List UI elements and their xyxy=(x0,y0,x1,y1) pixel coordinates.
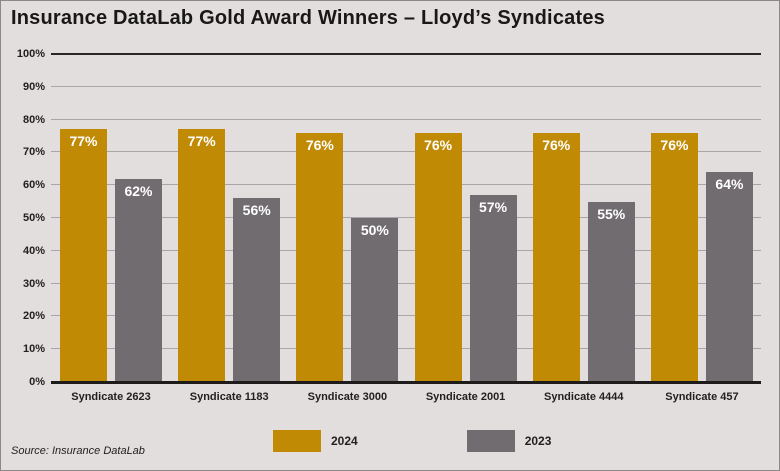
gridline xyxy=(51,151,761,153)
x-axis-label: Syndicate 1183 xyxy=(189,391,269,403)
bar-value-label: 56% xyxy=(242,202,271,219)
y-tick-label: 0% xyxy=(29,376,45,388)
gridline xyxy=(51,348,761,350)
y-tick-label: 70% xyxy=(22,146,45,159)
bar-2024: 77% xyxy=(178,129,226,382)
bar-2024: 76% xyxy=(296,132,344,382)
y-tick-label: 90% xyxy=(22,80,45,93)
plot-area: 77% 62% Syndicate 2623 77% 56% Syndicate 1183… xyxy=(51,53,761,403)
bar-value-label: 57% xyxy=(479,199,508,216)
bar-group-syndicate-4444: 76% 55% Syndicate 4444 xyxy=(532,54,635,403)
legend-item-2024: 2024 xyxy=(273,430,358,452)
bar-2023: 62% xyxy=(115,178,162,382)
x-axis-label: Syndicate 2623 xyxy=(71,391,151,403)
gridline xyxy=(51,282,761,284)
bar-2024: 76% xyxy=(532,132,580,382)
gridline xyxy=(51,184,761,186)
bar-2024: 76% xyxy=(650,132,698,382)
legend-swatch-2024 xyxy=(273,430,321,452)
bar-2023: 50% xyxy=(351,218,399,382)
bar-value-label: 50% xyxy=(360,222,389,238)
legend-item-2023: 2023 xyxy=(466,430,552,452)
bar-value-label: 77% xyxy=(69,133,98,150)
legend-label: 2023 xyxy=(524,434,552,448)
y-tick-label: 60% xyxy=(22,179,45,192)
gridline xyxy=(51,315,761,317)
bar-2024: 77% xyxy=(60,129,107,382)
x-axis-label: Syndicate 3000 xyxy=(307,391,388,403)
bar-2023: 55% xyxy=(587,201,635,382)
bar-2023: 56% xyxy=(233,198,281,382)
y-tick-label: 100% xyxy=(16,48,45,60)
bar-value-label: 62% xyxy=(124,182,153,199)
legend-swatch-2023 xyxy=(466,430,515,452)
bar-groups: 77% 62% Syndicate 2623 77% 56% Syndicate 1183… xyxy=(51,54,761,403)
bar-value-label: 76% xyxy=(424,136,453,153)
gridline xyxy=(51,249,761,251)
bar-2023: 64% xyxy=(705,172,753,382)
bar-value-label: 55% xyxy=(597,205,626,222)
y-tick-label: 40% xyxy=(22,244,45,257)
source-note: Source: Insurance DataLab xyxy=(11,445,145,457)
bar-value-label: 64% xyxy=(715,176,744,193)
chart-title: Insurance DataLab Gold Award Winners – L… xyxy=(11,7,605,29)
bar-value-label: 76% xyxy=(542,136,571,153)
y-tick-label: 20% xyxy=(22,310,45,323)
gridline xyxy=(51,217,761,218)
x-axis-label: Syndicate 4444 xyxy=(544,391,624,403)
gridline xyxy=(51,118,761,120)
bar-value-label: 76% xyxy=(660,136,689,153)
y-tick-label: 30% xyxy=(22,277,45,290)
y-axis-labels: 0% 10% 20% 30% 40% 50% 60% 70% 80% 90% 100% xyxy=(1,48,45,388)
bar-group-syndicate-3000: 76% 50% Syndicate 3000 xyxy=(296,54,399,403)
gridline xyxy=(51,85,761,87)
y-tick-label: 10% xyxy=(22,343,45,356)
x-axis-label: Syndicate 457 xyxy=(665,391,739,403)
bar-group-syndicate-457: 76% 64% Syndicate 457 xyxy=(650,54,753,403)
legend: 2024 2023 xyxy=(273,430,551,452)
bar-group-syndicate-2623: 77% 62% Syndicate 2623 xyxy=(60,54,162,403)
bar-group-syndicate-1183: 77% 56% Syndicate 1183 xyxy=(178,54,281,403)
bar-value-label: 76% xyxy=(305,136,334,153)
x-axis-line xyxy=(51,381,761,384)
y-tick-label: 80% xyxy=(22,113,45,126)
y-tick-label: 50% xyxy=(22,212,45,224)
bar-2024: 76% xyxy=(414,132,462,382)
gridline-100-percent xyxy=(51,53,761,55)
bar-2023: 57% xyxy=(469,195,517,382)
bar-group-syndicate-2001: 76% 57% Syndicate 2001 xyxy=(414,54,517,403)
legend-label: 2024 xyxy=(331,434,358,448)
bar-value-label: 77% xyxy=(187,133,216,150)
x-axis-label: Syndicate 2001 xyxy=(425,391,506,403)
